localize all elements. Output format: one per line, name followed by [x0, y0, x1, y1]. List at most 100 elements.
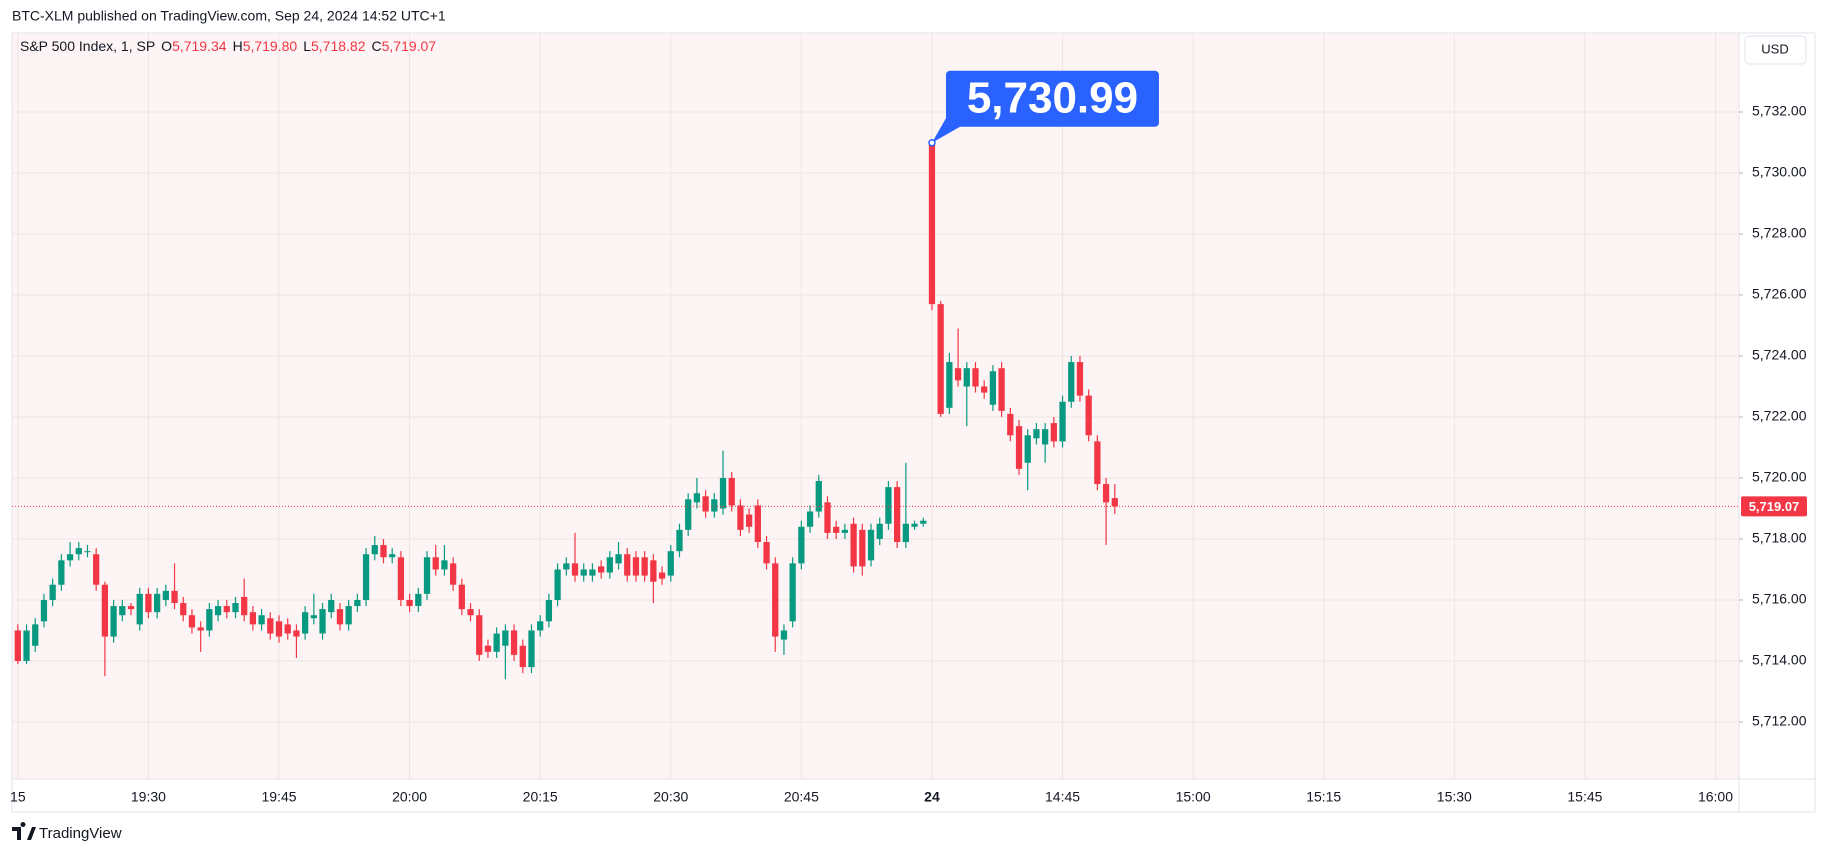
candle-body [336, 609, 344, 625]
footer-brand: TradingView [39, 825, 122, 842]
x-tick-label: 19:45 [261, 789, 296, 805]
marks [14, 142, 1118, 680]
candle-body [510, 630, 518, 655]
y-tick-label: 5,720.00 [1752, 469, 1807, 485]
candle-body [241, 596, 248, 616]
candle-body [606, 557, 613, 573]
last-price-box [1741, 496, 1807, 517]
candle-body [519, 645, 526, 668]
candle-body [1033, 429, 1040, 439]
candle-body [589, 569, 596, 576]
candle-body [876, 523, 883, 539]
candle-body [293, 630, 300, 637]
candle-body [197, 627, 204, 631]
ohlc-key: O [161, 38, 173, 54]
y-tick-label: 5,726.00 [1752, 286, 1807, 302]
x-tick-label: 15:30 [1437, 789, 1472, 805]
candle-body [310, 615, 317, 619]
candle-body [493, 633, 500, 652]
candle-body [23, 630, 30, 661]
x-tick-label: 20:15 [523, 789, 558, 805]
x-tick-label: 14:45 [1045, 789, 1080, 805]
candle-body [954, 368, 962, 381]
ohlc-key: H [232, 38, 243, 54]
candle-body [841, 529, 849, 533]
candle-body [554, 569, 561, 600]
candle-body [206, 609, 213, 631]
callout-point [928, 139, 936, 147]
x-tick-label: 15:15 [1306, 789, 1341, 805]
candle-body [40, 599, 48, 622]
candle-body [110, 606, 117, 637]
y-tick-label: 5,732.00 [1752, 103, 1807, 119]
candle-body [911, 523, 918, 527]
candle-body [780, 630, 788, 640]
candle-body [127, 606, 135, 610]
candle-body [545, 599, 553, 622]
ohlc-value: 5,719.07 [381, 38, 437, 54]
candle-body [859, 529, 866, 567]
candle-body [232, 603, 239, 613]
x-tick-label: 16:00 [1698, 789, 1733, 805]
candle-body [833, 526, 840, 533]
currency-button[interactable] [1744, 35, 1807, 65]
y-tick-label: 5,718.00 [1752, 530, 1807, 546]
candle-body [389, 554, 396, 558]
candle-body [772, 563, 779, 637]
candle-body [371, 545, 378, 555]
x-tick-label: 20:00 [392, 789, 427, 805]
candle-body [885, 487, 892, 524]
candle-body [928, 142, 936, 305]
candle-body [1102, 484, 1110, 503]
candle-body [502, 630, 509, 646]
candle-body [362, 554, 370, 600]
candle-body [658, 572, 666, 579]
candle-body [624, 554, 631, 576]
candle-body [415, 593, 422, 607]
candle-body [223, 606, 230, 613]
candle-body [867, 529, 875, 561]
candle-body [989, 371, 997, 405]
candle-body [319, 609, 326, 634]
y-tick-label: 5,716.00 [1752, 591, 1807, 607]
candle-body [1068, 362, 1075, 402]
candle-body [998, 368, 1005, 411]
candle-body [406, 599, 413, 607]
x-tick-label: 20:30 [653, 789, 688, 805]
candle-body [815, 481, 822, 512]
candle-body [380, 545, 387, 558]
candle-body [632, 557, 640, 576]
candle-body [745, 514, 753, 527]
candle-body [1076, 362, 1084, 396]
ohlc-value: 5,719.80 [242, 38, 298, 54]
candle-body [180, 603, 187, 616]
candle-body [711, 499, 718, 512]
candle-body [249, 612, 257, 625]
candle-body [597, 566, 605, 573]
candle-body [763, 542, 770, 564]
x-tick-label: 15 [10, 789, 26, 805]
candle-body [946, 362, 953, 408]
candle-body [153, 593, 161, 613]
legend-header: S&P 500 Index, 1, SP O5,719.34 H5,719.80 L5… [20, 38, 442, 54]
candle-body [84, 551, 91, 553]
candle-body [171, 590, 178, 604]
candle-body [693, 493, 701, 503]
y-tick-label: 5,724.00 [1752, 347, 1807, 363]
candle-body [14, 630, 21, 661]
candle-body [1094, 441, 1101, 485]
candle-body [667, 551, 674, 576]
candle-body [850, 523, 857, 567]
ohlc-value: 5,718.82 [310, 38, 366, 54]
candle-body [789, 563, 796, 622]
candle-body [580, 569, 587, 576]
candle-body [136, 593, 143, 625]
currency-label: USD [1761, 41, 1788, 56]
candle-body [676, 529, 683, 552]
candle-body [1024, 435, 1031, 463]
candle-body [737, 505, 744, 530]
candle-body [441, 560, 448, 570]
candle-body [537, 621, 544, 631]
